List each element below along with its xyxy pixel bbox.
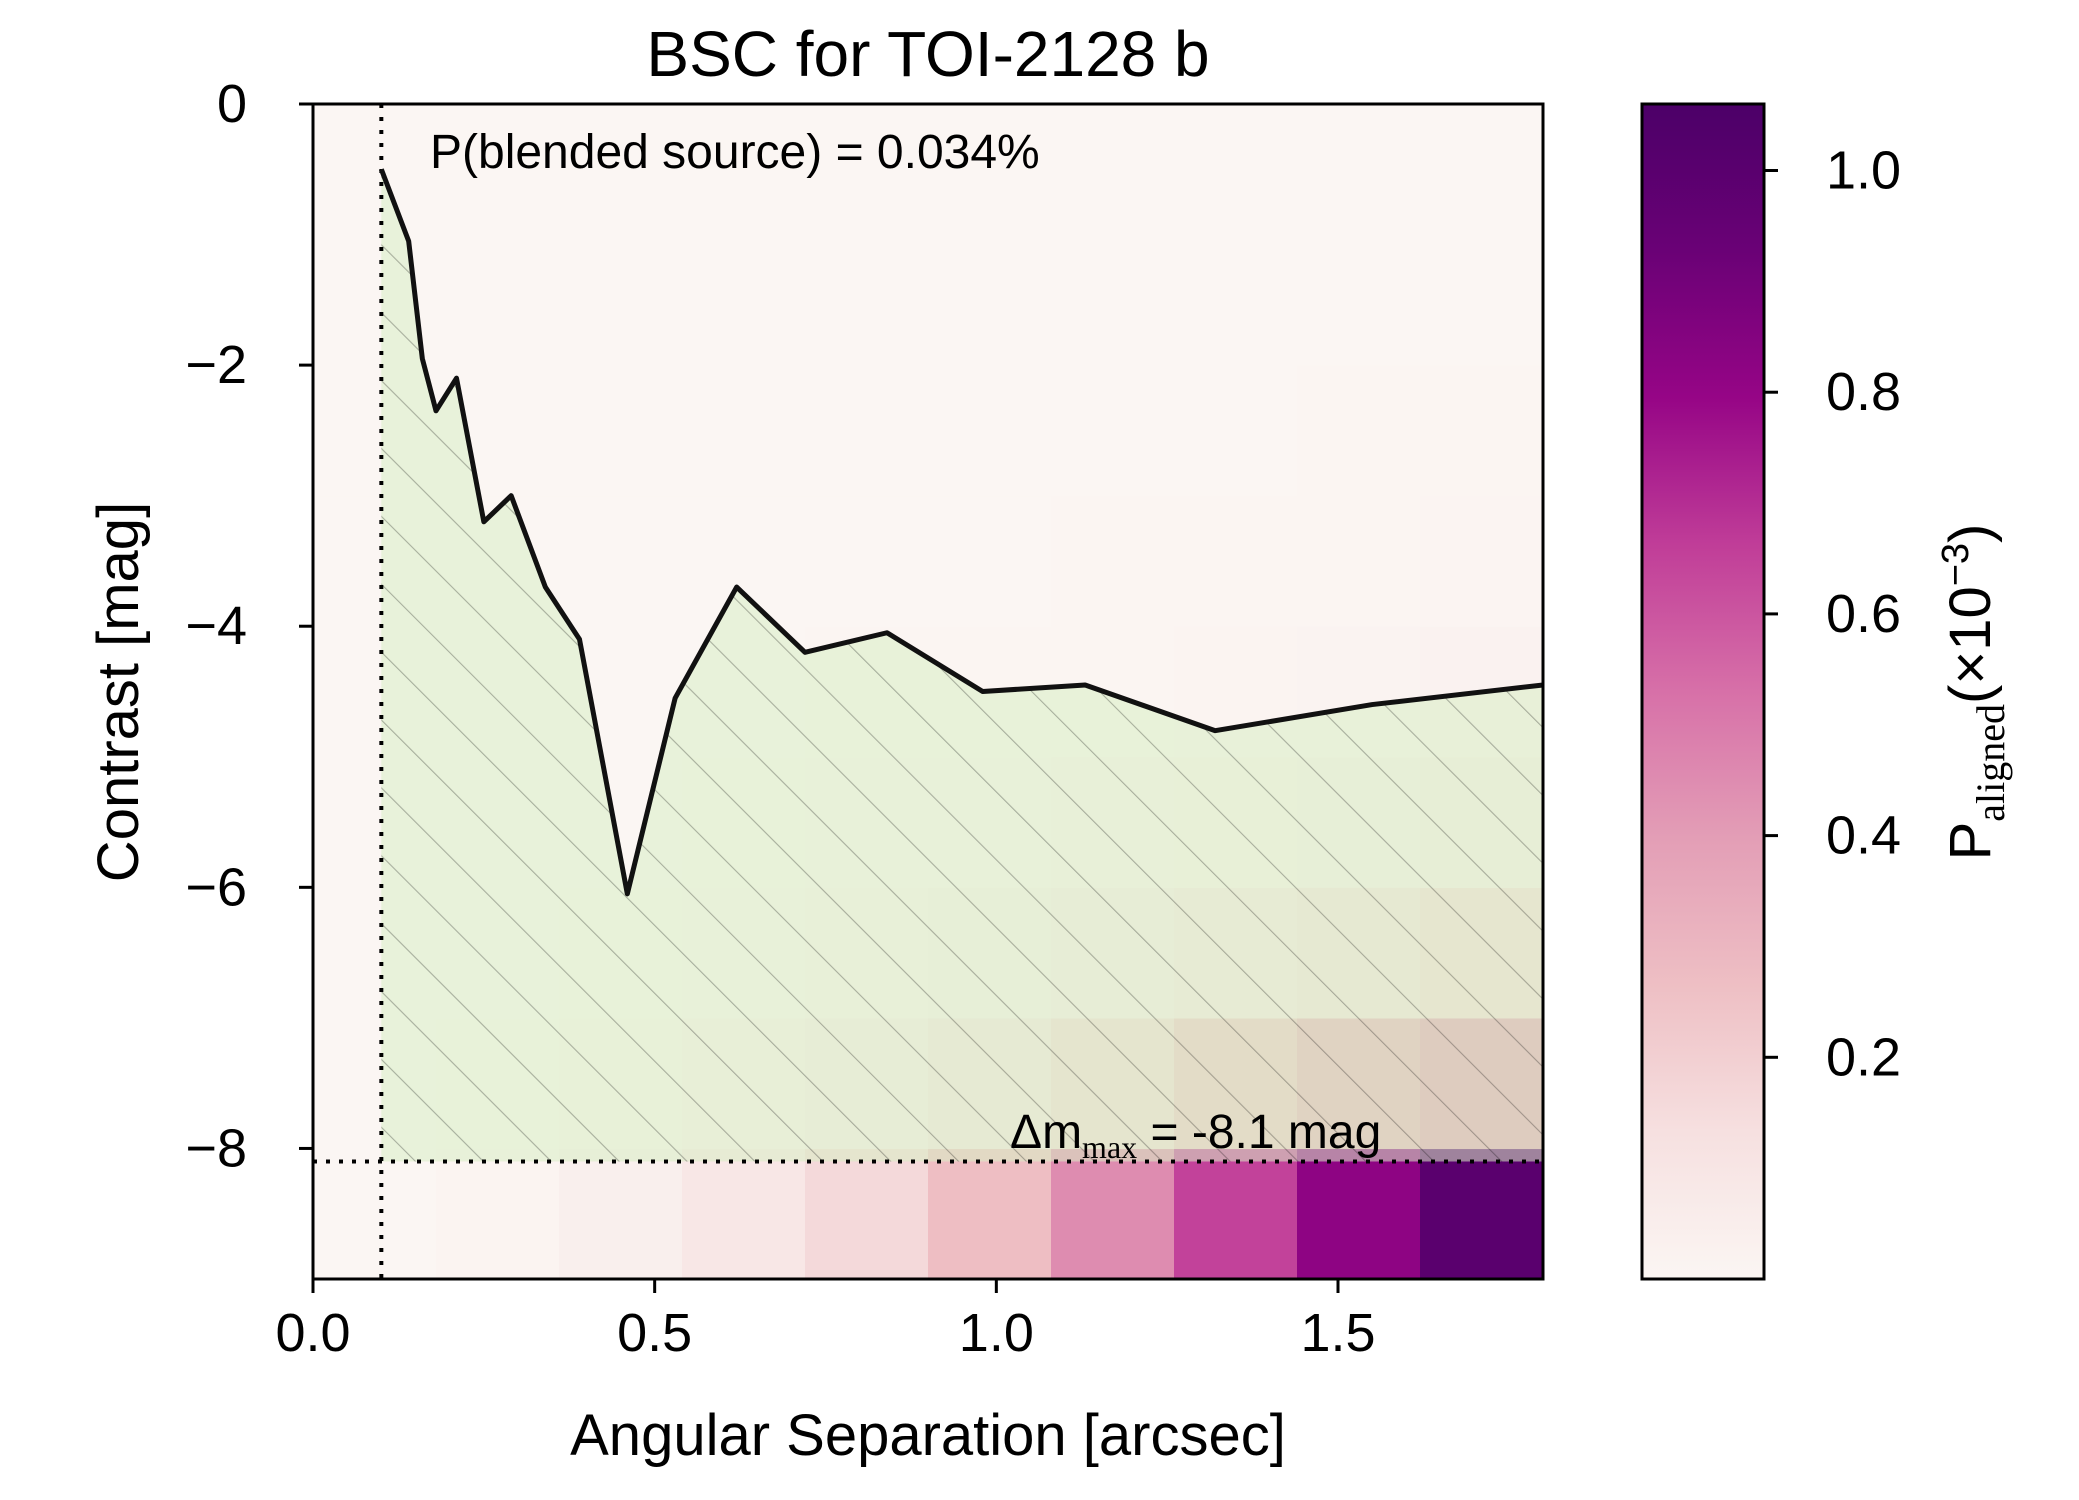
heatmap-cell: [1174, 234, 1298, 366]
heatmap-cell: [1051, 365, 1175, 497]
y-tick-label: −8: [185, 1118, 247, 1178]
colorbar-tick-label: 0.6: [1826, 584, 1901, 644]
heatmap-cell: [928, 234, 1052, 366]
heatmap-cell: [1051, 1148, 1175, 1279]
dm-max-value: = -8.1 mag: [1137, 1106, 1381, 1159]
heatmap-cell: [682, 1148, 806, 1279]
y-tick-label: 0: [217, 74, 247, 134]
heatmap-cell: [1174, 1148, 1298, 1279]
colorbar-tick-label: 1.0: [1826, 141, 1901, 201]
y-axis-label: Contrast [mag]: [86, 502, 151, 882]
heatmap-cell: [559, 365, 683, 497]
y-tick-label: −6: [185, 857, 247, 917]
heatmap-cell: [436, 1148, 560, 1279]
dm-max-prefix: Δm: [1010, 1106, 1082, 1159]
dm-max-annotation: Δmmax = -8.1 mag: [1010, 1106, 1381, 1165]
heatmap-cell: [805, 104, 929, 236]
x-axis-label: Angular Separation [arcsec]: [570, 1403, 1286, 1468]
x-tick-label: 0.5: [617, 1303, 692, 1363]
chart-title: BSC for TOI-2128 b: [646, 18, 1209, 90]
heatmap-cell: [1051, 234, 1175, 366]
heatmap-cell: [436, 104, 560, 236]
heatmap-cell: [313, 104, 437, 236]
colorbar-tick-label: 0.2: [1826, 1027, 1901, 1087]
contrast-curve: [378, 168, 1544, 897]
blend-probability-annotation: P(blended source) = 0.034%: [430, 126, 1040, 179]
heatmap-cell: [1420, 234, 1543, 366]
heatmap-cell: [805, 1148, 929, 1279]
heatmap-cell: [1297, 365, 1421, 497]
reference-lines: [313, 104, 1543, 1279]
heatmap-cell: [928, 1148, 1052, 1279]
heatmap-cell: [805, 234, 929, 366]
heatmap-cell: [928, 365, 1052, 497]
heatmap-cell: [1297, 495, 1421, 627]
y-tick-label: −2: [185, 335, 247, 395]
heatmap-cell: [1051, 104, 1175, 236]
heatmap-cell: [1297, 104, 1421, 236]
heatmap-cell: [682, 365, 806, 497]
heatmap-cell: [1420, 104, 1543, 236]
colorbar-label-exp: −3: [1935, 543, 1977, 586]
colorbar-label-main: P: [1938, 822, 2003, 861]
heatmap-cell: [1051, 495, 1175, 627]
heatmap-cell: [805, 365, 929, 497]
heatmap-cell: [682, 234, 806, 366]
heatmap-cell: [1174, 495, 1298, 627]
heatmap-cell: [559, 234, 683, 366]
colorbar-ticks: 0.2 0.4 0.6 0.8 1.0: [1764, 141, 1901, 1087]
heatmap-cell: [559, 495, 683, 627]
heatmap-cell: [1420, 495, 1543, 627]
y-axis: 0 −2 −4 −6 −8: [185, 74, 313, 1178]
excluded-region: [381, 169, 1543, 1162]
colorbar-tick-label: 0.4: [1826, 806, 1901, 866]
excluded-region-hatch: [381, 169, 1543, 1162]
heatmap-cell: [1174, 104, 1298, 236]
heatmap-cell: [805, 495, 929, 627]
contrast-curve-layer: [378, 168, 1544, 897]
x-tick-label: 1.0: [959, 1303, 1034, 1363]
colorbar-label-close: ): [1938, 524, 2003, 543]
colorbar-label-unit: (×10: [1938, 586, 2003, 704]
heatmap-cell: [928, 104, 1052, 236]
heatmap-cell: [559, 1148, 683, 1279]
heatmap-cell: [682, 104, 806, 236]
colorbar-tick-label: 0.8: [1826, 362, 1901, 422]
heatmap-cell: [1297, 234, 1421, 366]
dm-max-subscript: max: [1082, 1129, 1137, 1165]
heatmap-cell: [436, 234, 560, 366]
x-axis: 0.0 0.5 1.0 1.5: [275, 1279, 1376, 1363]
plot-frame: [311, 102, 1545, 1281]
colorbar: [1640, 102, 1766, 1281]
x-tick-label: 1.5: [1300, 1303, 1375, 1363]
x-tick-label: 0.0: [275, 1303, 350, 1363]
heatmap-cell: [1420, 365, 1543, 497]
colorbar-label-sub: aligned: [1968, 704, 2013, 822]
heatmap-cell: [313, 1148, 437, 1279]
heatmap-cell: [1297, 1148, 1421, 1279]
heatmap-cell: [928, 495, 1052, 627]
heatmap-cell: [1420, 1148, 1543, 1279]
heatmap-cell: [559, 104, 683, 236]
heatmap-cell: [1174, 365, 1298, 497]
y-tick-label: −4: [185, 596, 247, 656]
colorbar-label: Paligned(×10−3): [1935, 524, 2013, 861]
